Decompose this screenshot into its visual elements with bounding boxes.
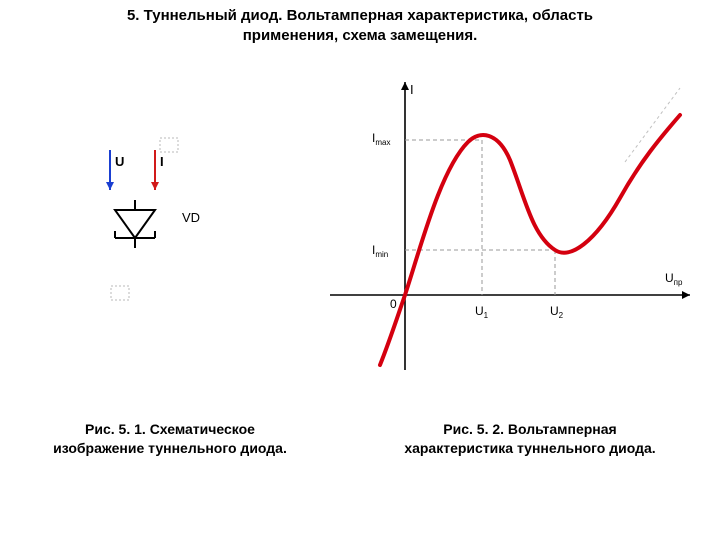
- svg-text:Imin: Imin: [372, 243, 388, 259]
- svg-text:Imax: Imax: [372, 131, 390, 147]
- svg-text:U: U: [115, 154, 124, 169]
- iv-characteristic-chart: I Imax Imin 0 U1 U2 Uпр: [320, 70, 710, 390]
- page-title: 5. Туннельный диод. Вольтамперная характ…: [0, 6, 720, 47]
- svg-text:I: I: [160, 154, 164, 169]
- title-line-1: 5. Туннельный диод. Вольтамперная характ…: [127, 7, 593, 24]
- tunnel-diode-schematic: U I VD: [60, 120, 260, 340]
- caption-right-line-2: характеристика туннельного диода.: [404, 440, 655, 456]
- caption-right-line-1: Рис. 5. 2. Вольтамперная: [443, 421, 616, 437]
- svg-text:U1: U1: [475, 304, 489, 320]
- svg-text:I: I: [410, 82, 414, 97]
- figure-5-2-caption: Рис. 5. 2. Вольтамперная характеристика …: [350, 420, 710, 458]
- svg-text:VD: VD: [182, 210, 200, 225]
- svg-text:0: 0: [390, 297, 397, 311]
- caption-left-line-2: изображение туннельного диода.: [53, 440, 287, 456]
- svg-text:U2: U2: [550, 304, 564, 320]
- svg-text:Uпр: Uпр: [665, 271, 683, 287]
- title-line-2: применения, схема замещения.: [243, 27, 478, 44]
- figure-5-1-caption: Рис. 5. 1. Схематическое изображение тун…: [10, 420, 330, 458]
- caption-left-line-1: Рис. 5. 1. Схематическое: [85, 421, 255, 437]
